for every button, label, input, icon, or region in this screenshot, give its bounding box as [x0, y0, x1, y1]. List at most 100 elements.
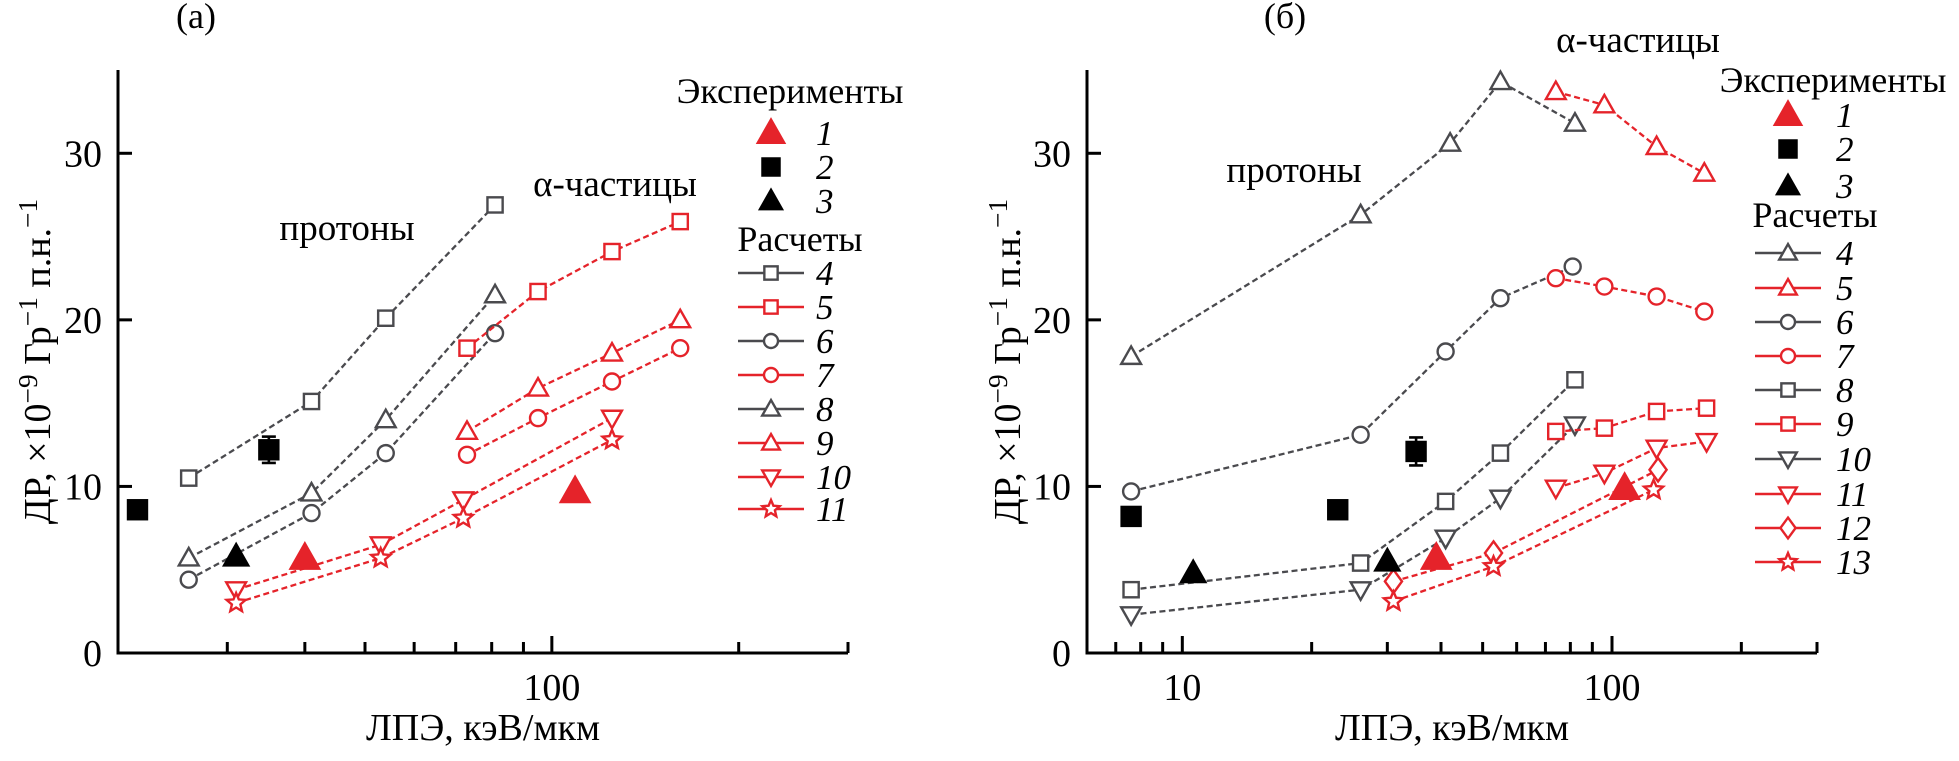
legend-item-label: 7: [816, 356, 835, 395]
legend-item-marker-square: [761, 157, 781, 177]
series-8-marker: [299, 480, 324, 502]
y-axis-title: ДР, ×10−9 Гр−1 п.н.−1: [13, 199, 59, 524]
series-2-marker: [258, 439, 280, 461]
series-4-marker: [1119, 343, 1144, 366]
legend-item-5: 5: [738, 288, 834, 327]
series-9-marker: [600, 340, 624, 362]
legend-item-label: 11: [816, 490, 848, 529]
series-4-marker: [179, 469, 198, 487]
series-7-marker: [528, 408, 548, 428]
legend-item-5: 5: [1755, 269, 1854, 308]
series-11-marker: [599, 426, 625, 451]
legend-item-label: 9: [816, 424, 834, 463]
series-5-marker: [1543, 79, 1568, 101]
series-9-marker: [1697, 399, 1716, 417]
axes-b: [1085, 70, 1819, 655]
series-3-marker: [1373, 546, 1402, 572]
y-tick-label-10: 10: [1033, 466, 1071, 508]
legend-item-marker-star: [1776, 549, 1800, 572]
series-6-marker: [485, 323, 505, 343]
series-10-marker: [1119, 606, 1144, 628]
legend-item-marker-triangle-up: [757, 187, 785, 211]
series-2-marker: [1327, 499, 1349, 521]
legend-item-1: 1: [755, 114, 834, 153]
series-6-line: [188, 332, 496, 581]
legend-item-1: 1: [1772, 96, 1854, 135]
axes-a: [116, 70, 850, 655]
panel-b-series-11-calculation: [1543, 432, 1719, 501]
series-8-marker: [1122, 580, 1140, 599]
annotation-protons: протоны: [279, 208, 414, 249]
panel-a-series-10-calculation: [224, 409, 624, 603]
legend-item-7: 7: [738, 356, 835, 395]
legend-item-marker-triangle-up: [755, 117, 787, 145]
series-10-marker: [451, 491, 476, 513]
legend-item-label: 6: [816, 322, 834, 361]
series-9-marker: [1595, 419, 1614, 437]
series-10-marker: [1563, 416, 1587, 438]
series-1-marker: [558, 474, 592, 504]
series-2-marker: [1120, 505, 1142, 528]
series-6-marker: [1563, 257, 1582, 276]
panel-b-series-5-calculation: [1543, 79, 1717, 182]
y-tick-label-0: 0: [83, 633, 102, 675]
legend-item-9: 9: [1755, 405, 1854, 444]
legend-item-marker-square: [763, 265, 779, 281]
legend-item-marker-triangle-up: [760, 431, 782, 451]
annotation-protons: протоны: [1226, 150, 1361, 191]
legend-item-label: 13: [1836, 543, 1871, 582]
legend-item-2: 2: [1778, 130, 1854, 169]
series-9-marker: [526, 375, 550, 397]
legend-item-label: 9: [1836, 405, 1854, 444]
series-5-marker: [603, 242, 621, 261]
legend-item-label: 2: [816, 148, 834, 187]
y-tick-label-20: 20: [64, 300, 102, 342]
legend-item-label: 8: [1836, 371, 1854, 410]
panel-a: 100 0 10 20 30 ЛПЭ, кэВ/мкм ДР, ×10−9 Гр−1 п.н…: [13, 0, 903, 749]
series-8-marker: [176, 545, 201, 567]
panel-b-series-10-calculation: [1119, 416, 1587, 628]
legend-header: Расчеты: [737, 219, 862, 259]
series-8-marker: [1491, 444, 1510, 462]
series-5-line: [1555, 90, 1705, 175]
series-6-marker: [1351, 425, 1370, 444]
series-11-line: [235, 438, 613, 605]
legend-item-6: 6: [738, 322, 834, 361]
panel-b-series-3-experiment: [1179, 546, 1402, 584]
series-4-marker: [1563, 110, 1587, 132]
legend-item-marker-triangle-up: [1777, 241, 1799, 261]
series-5-line: [466, 220, 681, 350]
legend-item-marker-square: [1780, 382, 1796, 398]
series-8-marker: [1566, 371, 1584, 389]
series-11-marker: [1543, 479, 1568, 501]
series-7-line: [1555, 277, 1705, 313]
series-12-marker: [1648, 456, 1669, 484]
legend-item-marker-triangle-up: [1774, 172, 1802, 196]
panel-b-series-4-calculation: [1119, 69, 1587, 366]
legend-item-3: 3: [1774, 167, 1854, 206]
legend-item-10: 10: [1755, 440, 1872, 479]
legend-item-label: 3: [815, 182, 834, 221]
x-tick-label-10: 10: [1163, 667, 1201, 709]
legend-item-marker-triangle-up: [1772, 99, 1804, 127]
legend-item-marker-square: [1778, 139, 1798, 159]
series-1-marker: [1419, 541, 1453, 570]
series-5-marker: [1692, 160, 1717, 182]
legend-item-label: 4: [1836, 234, 1854, 273]
x-tick-label-100: 100: [1583, 667, 1640, 709]
panel-letter: (а): [176, 0, 216, 36]
legend-item-marker-circle: [762, 366, 780, 384]
series-9-marker: [668, 307, 693, 329]
legend-item-label: 10: [1836, 440, 1872, 479]
y-axis-title: ДР, ×10−9 Гр−1 п.н.−1: [983, 199, 1029, 524]
legend-item-4: 4: [1755, 234, 1854, 273]
legend-item-marker-diamond: [1778, 515, 1798, 541]
legend-item-8: 8: [1755, 371, 1854, 410]
legend-item-13: 13: [1755, 543, 1871, 582]
series-7-marker: [1595, 277, 1614, 296]
series-3-marker: [221, 541, 251, 567]
series-9-line: [1555, 406, 1707, 433]
